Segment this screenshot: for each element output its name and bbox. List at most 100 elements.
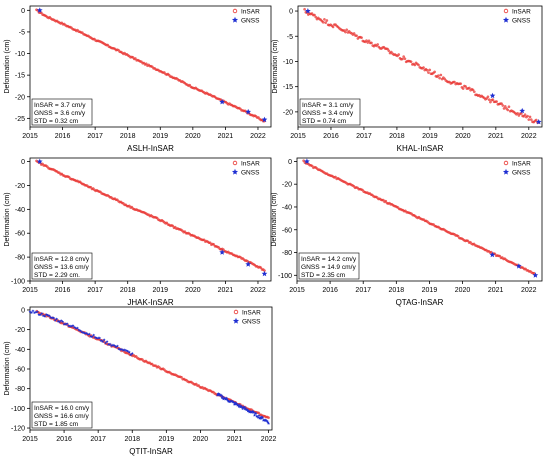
- gnss-point: [75, 326, 79, 330]
- gnss-point: [101, 339, 105, 343]
- gnss-point: [69, 324, 74, 328]
- y-axis-label: Deformation (cm): [4, 341, 11, 395]
- insar-point: [212, 243, 216, 246]
- y-tick-label: 0: [289, 9, 293, 16]
- gnss-point: [489, 92, 496, 99]
- insar-point: [413, 63, 417, 67]
- legend-insar-marker: [233, 309, 239, 315]
- insar-point: [323, 18, 326, 21]
- x-tick-label: 2021: [488, 287, 504, 294]
- legend-gnss-label: GNSS: [512, 18, 531, 25]
- legend-gnss-marker: [231, 168, 239, 175]
- x-tick-label: 2019: [152, 287, 168, 294]
- panel-title: ASLH-InSAR: [127, 144, 174, 153]
- legend-gnss-label: GNSS: [242, 319, 261, 326]
- legend-insar-label: InSAR: [241, 161, 260, 168]
- gnss-point: [261, 416, 265, 420]
- insar-point: [427, 71, 430, 74]
- gnss-point: [532, 272, 539, 278]
- x-tick-label: 2016: [322, 287, 338, 294]
- x-tick-label: 2018: [389, 287, 405, 294]
- y-axis-label: Deformation (cm): [4, 39, 11, 93]
- insar-point: [503, 105, 507, 108]
- insar-point: [314, 15, 318, 19]
- y-tick-label: -100: [278, 273, 292, 280]
- insar-point: [352, 32, 356, 35]
- gnss-point: [55, 317, 59, 321]
- y-tick-label: -25: [15, 116, 25, 123]
- gnss-point: [78, 329, 82, 333]
- insar-point: [472, 90, 476, 94]
- gnss-series: [36, 158, 268, 277]
- insar-point: [528, 115, 532, 119]
- panel-title: QTAG-InSAR: [396, 298, 444, 307]
- insar-point: [180, 376, 183, 379]
- insar-point: [486, 95, 490, 99]
- x-tick-label: 2021: [227, 436, 243, 443]
- legend-gnss-label: GNSS: [512, 170, 531, 177]
- stats-box: [299, 98, 361, 126]
- panel-qtag-insar: 2015 2016 2017 2018 2019 2020 2021 2022 0 -20 -40 -…: [271, 157, 543, 307]
- gnss-point: [114, 345, 118, 349]
- insar-point: [534, 118, 538, 122]
- legend-insar-marker: [503, 160, 509, 166]
- insar-point: [366, 41, 370, 44]
- x-tick-label: 2022: [521, 133, 537, 140]
- y-tick-label: -100: [11, 406, 25, 413]
- legend-gnss-label: GNSS: [241, 18, 260, 25]
- gnss-point: [71, 324, 75, 327]
- gnss-point: [52, 316, 56, 320]
- x-tick-label: 2019: [422, 287, 438, 294]
- y-axis-label: Deformation (cm): [4, 192, 11, 246]
- stats-box: [31, 401, 93, 429]
- x-tick-label: 2016: [56, 436, 72, 443]
- y-tick-label: -20: [283, 109, 293, 116]
- x-tick-label: 2017: [87, 133, 103, 140]
- y-tick-label: -60: [282, 227, 292, 234]
- y-tick-label: -120: [11, 426, 25, 433]
- x-tick-label: 2016: [55, 287, 71, 294]
- insar-point: [313, 13, 316, 17]
- insar-point: [516, 112, 519, 115]
- y-axis-label: Deformation (cm): [271, 192, 278, 246]
- stats-box: [31, 98, 93, 126]
- stats-line: InSAR = 3.1 cm/y: [302, 102, 354, 109]
- insar-point: [387, 49, 391, 53]
- gnss-point: [245, 261, 252, 267]
- gnss-point: [36, 158, 43, 165]
- x-tick-label: 2022: [521, 287, 537, 294]
- insar-point: [402, 55, 405, 58]
- y-tick-label: -80: [15, 386, 25, 393]
- x-tick-label: 2015: [22, 436, 38, 443]
- insar-point: [382, 198, 385, 202]
- x-tick-label: 2020: [185, 287, 201, 294]
- legend-gnss-marker: [502, 168, 510, 175]
- x-tick-label: 2015: [290, 133, 306, 140]
- y-tick-label: 0: [21, 8, 25, 15]
- x-tick-label: 2020: [185, 133, 201, 140]
- insar-point: [321, 20, 325, 24]
- insar-point: [360, 36, 363, 39]
- insar-point: [506, 108, 510, 112]
- y-tick-label: -40: [15, 347, 25, 354]
- gnss-point: [261, 270, 268, 277]
- x-tick-label: 2016: [323, 133, 339, 140]
- stats-box: [298, 252, 360, 280]
- gnss-point: [36, 7, 43, 13]
- panel-aslh-insar: 2015 2016 2017 2018 2019 2020 2021 2022 0 -5 -10 -1…: [4, 5, 272, 153]
- gnss-point: [31, 309, 35, 313]
- gnss-series: [28, 309, 271, 425]
- insar-point: [438, 76, 441, 80]
- insar-point: [526, 114, 529, 118]
- stats-line: InSAR = 16.0 cm/y: [34, 405, 90, 412]
- insar-point: [376, 43, 379, 46]
- gnss-point: [38, 313, 42, 317]
- insar-point: [507, 105, 511, 109]
- stats-line: STD = 2.29 cm.: [34, 272, 80, 279]
- gnss-point: [252, 413, 257, 417]
- insar-series: [302, 159, 537, 277]
- y-tick-label: -20: [15, 183, 25, 190]
- insar-point: [208, 241, 212, 245]
- insar-point: [403, 57, 407, 61]
- gnss-point: [47, 314, 51, 318]
